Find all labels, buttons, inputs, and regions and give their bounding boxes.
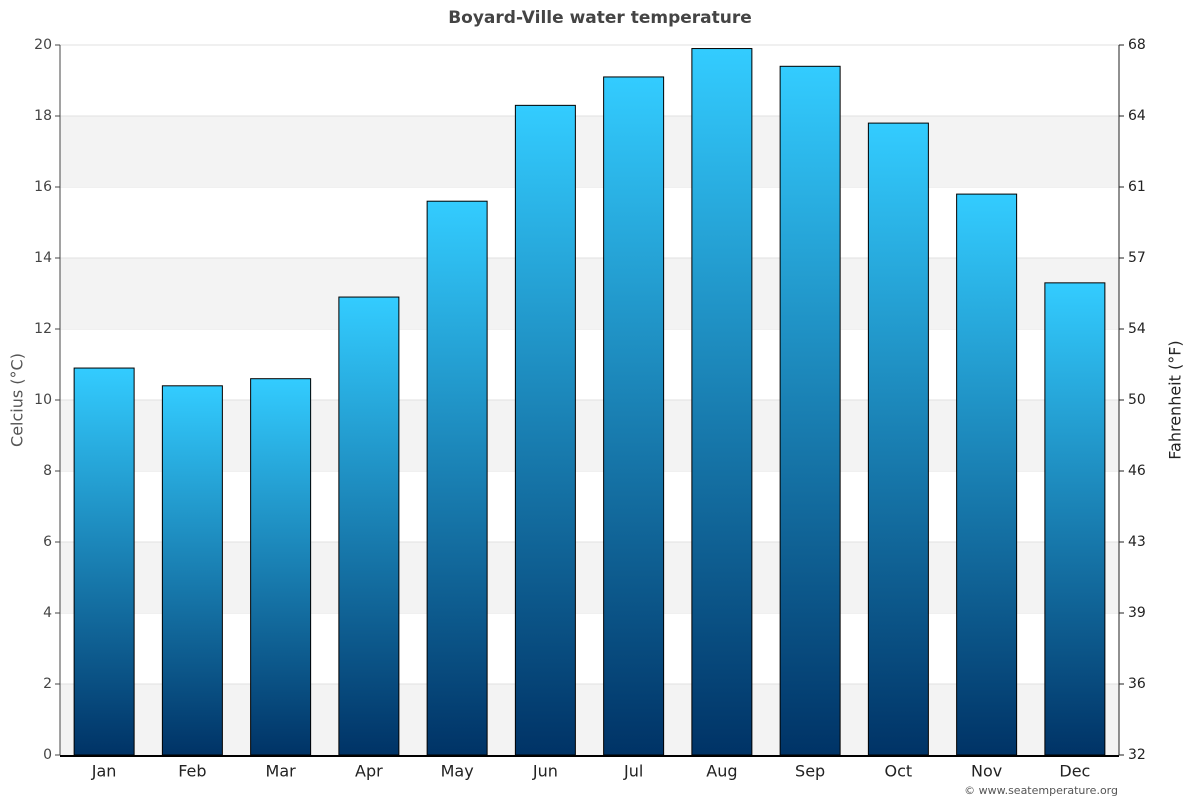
bar [867,122,929,756]
bar [426,200,488,756]
y-tick-label: 0 [43,747,52,763]
y-tick-label: 12 [34,321,52,337]
grid-band [60,258,1119,329]
bar [779,65,841,756]
y2-tick-label: 32 [1128,747,1146,763]
bar [250,378,312,756]
x-tick-label: Jul [623,762,643,781]
x-tick-label: Nov [971,762,1002,781]
y-tick-label: 20 [34,37,52,53]
y-tick-label: 10 [34,392,52,408]
y-tick-label: 6 [43,534,52,550]
y2-tick-label: 36 [1128,676,1146,692]
y2-tick-label: 68 [1128,37,1146,53]
bar [338,296,400,756]
grid-band [60,684,1119,755]
bar [1044,282,1106,756]
y-tick-label: 14 [34,250,52,266]
grid-band [60,116,1119,187]
x-tick-label: May [441,762,474,781]
credit: © www.seatemperature.org [964,784,1118,797]
y2-tick-label: 61 [1128,179,1146,195]
bar [73,367,135,756]
y2-tick-label: 57 [1128,250,1146,266]
grid-band [60,542,1119,613]
bar [161,385,223,756]
x-tick-label: Oct [885,762,913,781]
y2-tick-label: 50 [1128,392,1146,408]
y-axis-label: Celcius (°C) [8,353,27,447]
x-tick-label: Apr [355,762,383,781]
x-tick-label: Feb [178,762,206,781]
y2-tick-label: 43 [1128,534,1146,550]
chart-title: Boyard-Ville water temperature [448,8,752,28]
grid-band [60,400,1119,471]
x-tick-label: Dec [1059,762,1090,781]
y-tick-label: 8 [43,463,52,479]
x-tick-label: Sep [795,762,825,781]
y2-tick-label: 39 [1128,605,1146,621]
x-tick-label: Jun [532,762,558,781]
bar [956,193,1018,756]
bar [691,48,753,756]
bar [514,104,576,756]
y-tick-label: 4 [43,605,52,621]
y2-tick-label: 64 [1128,108,1146,124]
y2-tick-label: 46 [1128,463,1146,479]
y-tick-label: 16 [34,179,52,195]
x-tick-label: Mar [266,762,297,781]
y-tick-label: 2 [43,676,52,692]
x-tick-label: Jan [91,762,117,781]
bar [603,76,665,756]
x-tick-label: Aug [706,762,737,781]
y2-tick-label: 54 [1128,321,1146,337]
y2-axis-label: Fahrenheit (°F) [1166,340,1185,459]
y-tick-label: 18 [34,108,52,124]
